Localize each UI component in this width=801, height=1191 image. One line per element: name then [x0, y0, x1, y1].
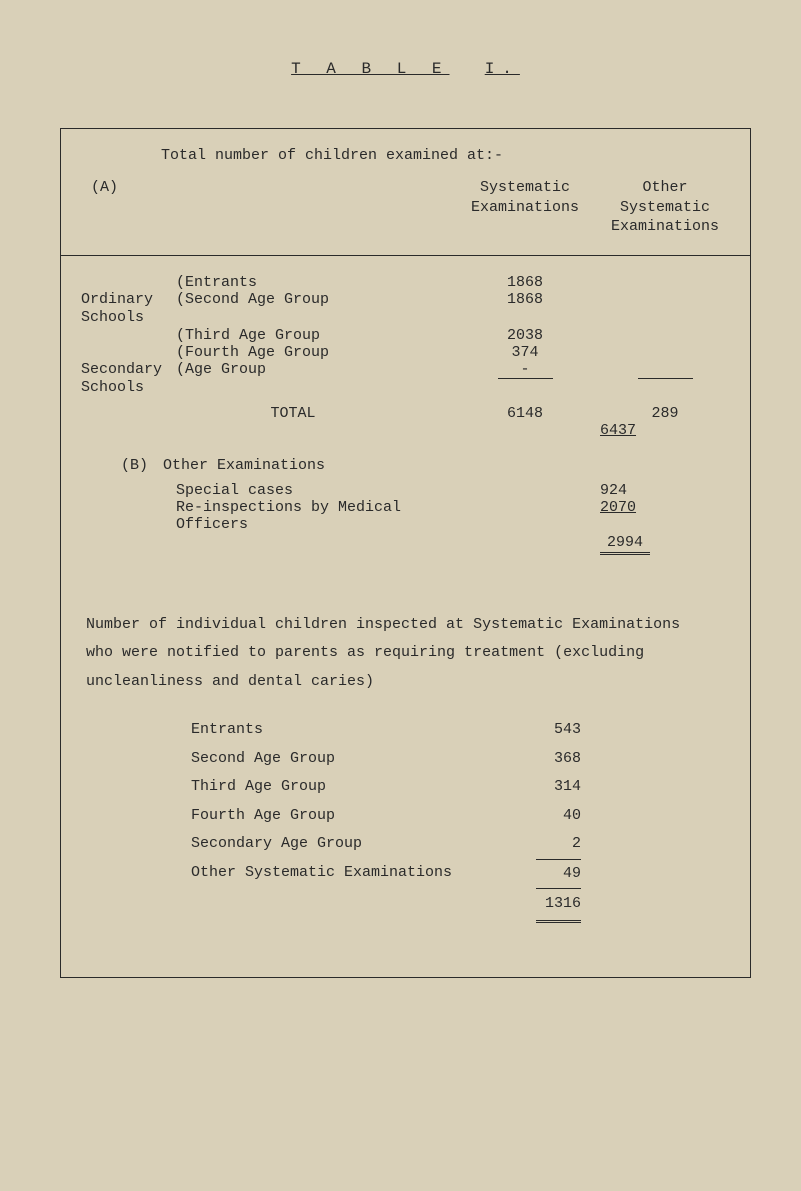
list-label: Second Age Group: [191, 745, 511, 774]
ordinary-schools-label: Ordinary Schools: [81, 291, 176, 327]
row-value-other: [600, 361, 730, 397]
para-line: uncleanliness and dental caries): [86, 673, 374, 690]
list-item: Secondary Age Group2: [191, 830, 730, 859]
row-value: 1868: [450, 291, 600, 327]
grand-total-row: 6437: [81, 422, 730, 439]
col-systematic: Systematic Examinations: [450, 178, 600, 217]
row-value: 2070: [590, 499, 730, 533]
grand-total: 6437: [590, 422, 730, 439]
total-label: TOTAL: [176, 405, 450, 422]
list-value: 368: [511, 745, 581, 774]
header-section: Total number of children examined at:- (…: [61, 129, 750, 255]
list-value: 543: [511, 716, 581, 745]
title-word: T A B L E: [291, 60, 449, 78]
row-value: 1868: [450, 274, 600, 291]
list-total: 1316: [511, 888, 581, 923]
para-line: who were notified to parents as requirin…: [86, 644, 644, 661]
section-b-heading: (B) Other Examinations: [121, 457, 730, 474]
row-label: (Third Age Group: [176, 327, 450, 344]
table-row: (Fourth Age Group 374: [81, 344, 730, 361]
list-item: Entrants543: [191, 716, 730, 745]
row-label: (Fourth Age Group: [176, 344, 450, 361]
list-label: Entrants: [191, 716, 511, 745]
list-value: 314: [511, 773, 581, 802]
group-label: [81, 327, 176, 344]
row-value-other: [600, 344, 730, 361]
secondary-schools-label: Secondary Schools: [81, 361, 176, 397]
row-label: (Entrants: [176, 274, 450, 291]
body-section: (Entrants 1868 Ordinary Schools (Second …: [61, 255, 750, 977]
row-label: (Age Group: [176, 361, 450, 397]
row-value: 374: [450, 344, 600, 361]
row-label: (Second Age Group: [176, 291, 450, 327]
row-value: 2038: [450, 327, 600, 344]
row-value: 924: [590, 482, 730, 499]
total-row: TOTAL 6148 289: [81, 405, 730, 422]
treatment-list: Entrants543 Second Age Group368 Third Ag…: [191, 716, 730, 923]
column-headers: (A) Systematic Examinations Other System…: [91, 178, 730, 237]
total-other: 289: [600, 405, 730, 422]
page: T A B L E I. Total number of children ex…: [0, 0, 801, 1018]
table-row: Re-inspections by Medical Officers 2070: [81, 499, 730, 533]
list-label: Third Age Group: [191, 773, 511, 802]
table-title: T A B L E I.: [60, 60, 751, 78]
intro-line: Total number of children examined at:-: [161, 147, 730, 164]
section-b-sum: 2994: [590, 533, 730, 555]
list-value: 49: [511, 859, 581, 889]
list-item: Fourth Age Group40: [191, 802, 730, 831]
table-row: (Third Age Group 2038: [81, 327, 730, 344]
list-label: Fourth Age Group: [191, 802, 511, 831]
list-label: Secondary Age Group: [191, 830, 511, 859]
row-value: -: [450, 361, 600, 397]
list-label: Other Systematic Examinations: [191, 859, 511, 889]
row-value-other: [600, 327, 730, 344]
row-value-other: [600, 291, 730, 327]
list-item: Second Age Group368: [191, 745, 730, 774]
total-systematic: 6148: [450, 405, 600, 422]
section-b-sum-row: 2994: [81, 533, 730, 555]
row-label: Special cases: [176, 482, 440, 499]
outer-box: Total number of children examined at:- (…: [60, 128, 751, 978]
col-a-label: (A): [91, 178, 211, 198]
list-item: Other Systematic Examinations49: [191, 859, 730, 889]
table-row: (Entrants 1868: [81, 274, 730, 291]
table-row: Secondary Schools (Age Group -: [81, 361, 730, 397]
row-label: Re-inspections by Medical Officers: [176, 499, 440, 533]
col-other: Other Systematic Examinations: [600, 178, 730, 237]
paragraph: Number of individual children inspected …: [86, 611, 725, 697]
table-row: Ordinary Schools (Second Age Group 1868: [81, 291, 730, 327]
row-value-other: [600, 274, 730, 291]
group-label: [81, 274, 176, 291]
list-total-row: 1316: [191, 888, 730, 923]
list-value: 40: [511, 802, 581, 831]
list-item: Third Age Group314: [191, 773, 730, 802]
title-num: I.: [485, 60, 520, 78]
para-line: Number of individual children inspected …: [86, 616, 680, 633]
group-label: [81, 344, 176, 361]
table-row: Special cases 924: [81, 482, 730, 499]
list-value: 2: [511, 830, 581, 859]
